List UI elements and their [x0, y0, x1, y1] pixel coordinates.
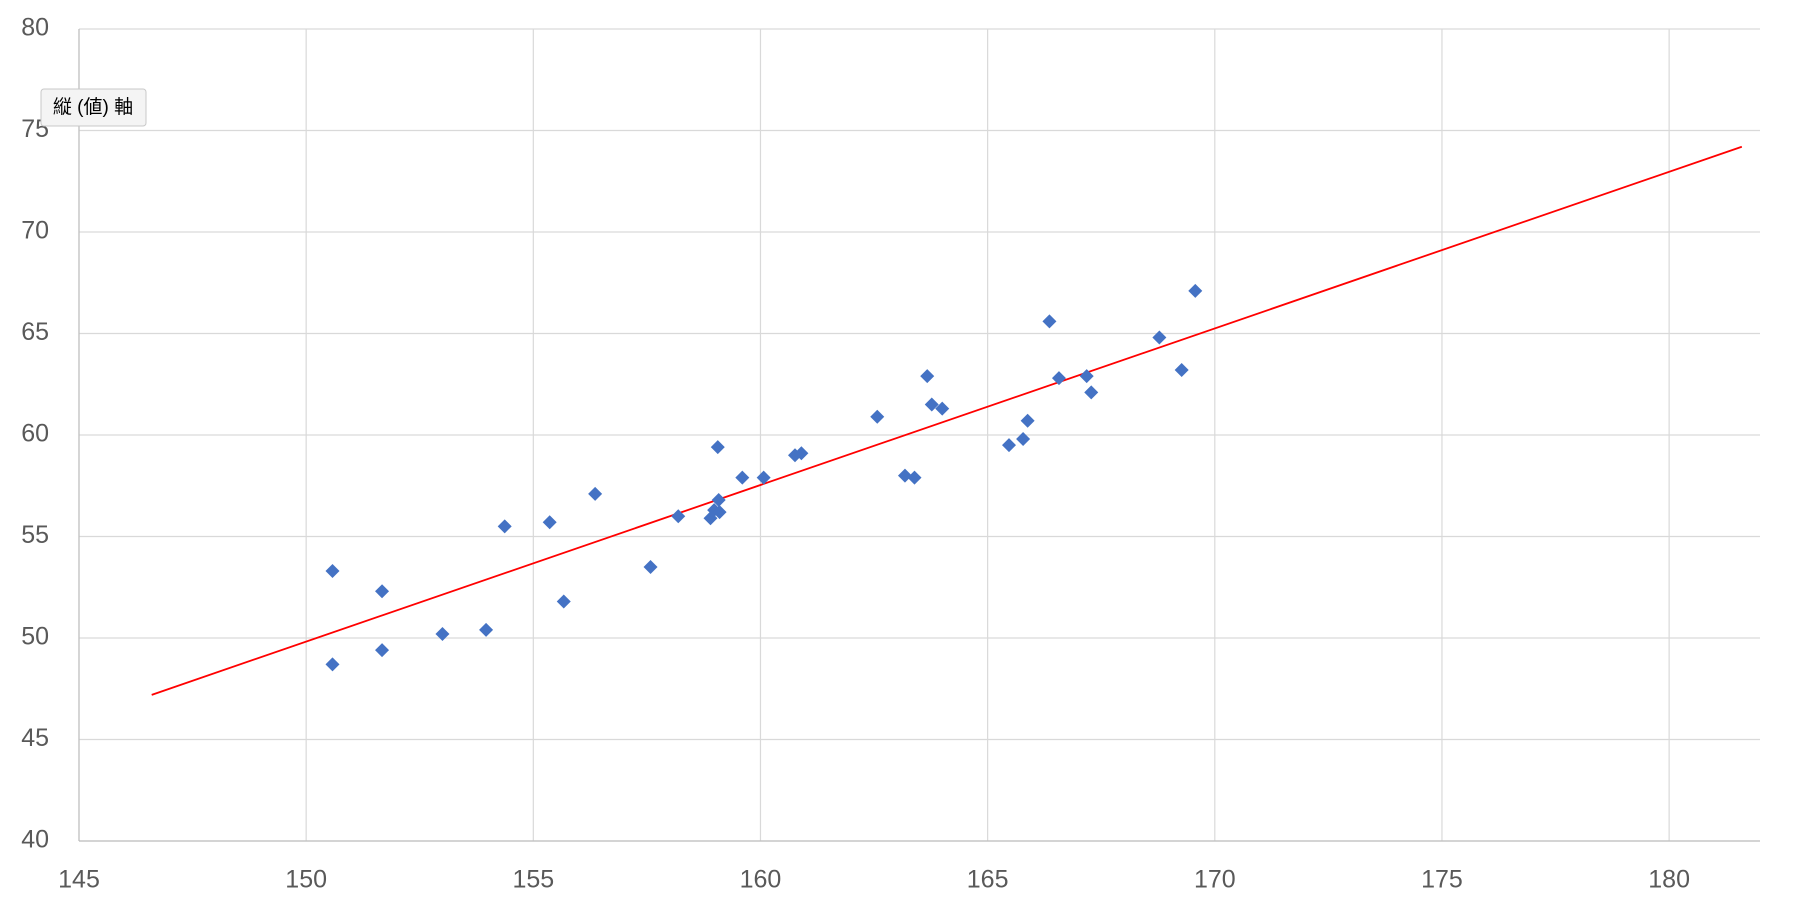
point	[756, 470, 771, 485]
point	[1020, 413, 1035, 428]
point	[1152, 330, 1167, 345]
point	[924, 397, 939, 412]
point	[1079, 369, 1094, 384]
x-tick-label: 165	[967, 866, 1009, 894]
x-tick-label: 145	[58, 866, 100, 894]
point	[1084, 385, 1099, 400]
point	[703, 511, 718, 526]
point	[588, 486, 603, 501]
point	[897, 468, 912, 483]
point	[325, 564, 340, 579]
x-tick-label: 180	[1648, 866, 1690, 894]
point	[907, 470, 922, 485]
x-tick-label: 175	[1421, 866, 1463, 894]
point	[794, 446, 809, 461]
point	[712, 505, 727, 520]
point	[497, 519, 512, 534]
point	[556, 594, 571, 609]
point	[710, 440, 725, 455]
point	[1002, 438, 1017, 453]
tooltip: 縦 (値) 軸	[40, 88, 147, 127]
point	[1051, 371, 1066, 386]
point	[643, 559, 658, 574]
point	[479, 622, 494, 637]
point	[935, 401, 950, 416]
point	[920, 369, 935, 384]
point	[375, 643, 390, 658]
y-tick-label: 70	[21, 217, 49, 245]
point	[375, 584, 390, 599]
point	[1174, 363, 1189, 378]
y-tick-label: 65	[21, 318, 49, 346]
y-tick-label: 80	[21, 14, 49, 42]
point	[435, 626, 450, 641]
x-tick-label: 170	[1194, 866, 1236, 894]
tooltip-box	[40, 88, 147, 127]
point	[325, 657, 340, 672]
point	[671, 509, 686, 524]
x-tick-label: 150	[285, 866, 327, 894]
trendline	[151, 145, 1743, 696]
point	[1042, 314, 1057, 329]
point	[870, 409, 885, 424]
point	[711, 492, 726, 507]
y-tick-label: 40	[21, 826, 49, 854]
point	[1016, 432, 1031, 447]
point	[735, 470, 750, 485]
y-tick-label: 55	[21, 521, 49, 549]
y-tick-label: 60	[21, 420, 49, 448]
x-tick-label: 155	[512, 866, 554, 894]
tooltip-text: 縦 (値) 軸	[53, 96, 133, 118]
x-tick-label: 160	[740, 866, 782, 894]
point	[1188, 283, 1203, 298]
point	[542, 515, 557, 530]
y-tick-label: 45	[21, 724, 49, 752]
y-tick-label: 50	[21, 623, 49, 651]
